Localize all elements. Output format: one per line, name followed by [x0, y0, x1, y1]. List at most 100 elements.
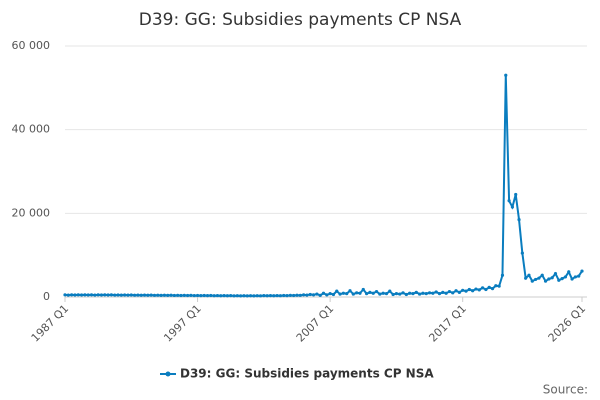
point: [580, 269, 584, 273]
point: [464, 289, 468, 293]
point: [577, 274, 581, 278]
point: [189, 293, 193, 298]
point: [374, 289, 379, 294]
point: [534, 277, 538, 282]
point: [510, 205, 515, 209]
point: [461, 288, 465, 292]
point: [199, 294, 203, 298]
point: [66, 293, 70, 297]
point: [93, 293, 97, 297]
point: [401, 291, 405, 295]
point: [248, 294, 253, 298]
y-tick-label: 60 000: [12, 39, 51, 52]
point: [212, 294, 216, 298]
point: [474, 287, 478, 291]
point: [103, 293, 107, 297]
point: [295, 293, 299, 297]
point: [381, 291, 385, 295]
point: [166, 293, 170, 298]
point: [394, 292, 399, 296]
point: [252, 294, 256, 298]
y-tick-label: 40 000: [12, 123, 51, 136]
point: [557, 278, 561, 282]
point: [325, 293, 329, 297]
point: [282, 293, 286, 298]
point: [318, 293, 322, 297]
point: [89, 293, 94, 297]
point: [321, 291, 326, 295]
point: [192, 293, 196, 298]
point: [152, 293, 157, 297]
point: [272, 294, 276, 298]
point: [186, 293, 190, 298]
point: [335, 289, 339, 293]
point: [136, 293, 140, 297]
point: [106, 293, 110, 297]
x-tick-label: 2017 Q1: [426, 302, 469, 345]
point: [146, 293, 150, 297]
point: [477, 288, 481, 292]
point: [302, 293, 306, 297]
legend-label: D39: GG: Subsidies payments CP NSA: [180, 367, 434, 381]
point: [169, 293, 173, 297]
point: [182, 293, 186, 297]
point: [517, 218, 521, 222]
legend-marker: [165, 371, 171, 377]
point: [341, 291, 345, 295]
point: [222, 294, 226, 298]
point: [504, 73, 508, 77]
point: [229, 294, 233, 298]
point: [404, 292, 408, 297]
point: [116, 293, 120, 297]
source: Source:: [543, 383, 588, 397]
point: [202, 293, 206, 298]
point: [361, 287, 365, 292]
point: [113, 293, 117, 297]
point: [172, 293, 176, 298]
point: [268, 294, 273, 298]
point: [76, 293, 80, 297]
point: [132, 293, 137, 297]
point: [550, 276, 554, 280]
point: [119, 293, 123, 297]
point: [225, 294, 229, 298]
point: [487, 285, 491, 289]
point: [292, 293, 296, 298]
point: [411, 292, 415, 296]
point: [514, 192, 518, 197]
point: [275, 293, 279, 298]
point: [351, 292, 355, 296]
point: [424, 292, 428, 296]
point: [79, 293, 84, 297]
point: [378, 292, 382, 296]
point: [288, 293, 292, 298]
y-tick-label: 20 000: [12, 206, 51, 219]
point: [484, 287, 488, 292]
point: [444, 291, 448, 295]
point: [209, 293, 213, 298]
point: [285, 294, 289, 298]
point: [391, 292, 395, 297]
point: [408, 291, 412, 295]
point: [384, 292, 389, 296]
point: [298, 293, 302, 297]
point: [398, 292, 402, 296]
point: [142, 293, 147, 297]
point: [371, 291, 375, 295]
point: [547, 277, 551, 281]
point: [70, 293, 74, 297]
point: [159, 293, 163, 297]
x-tick-label: 1997 Q1: [161, 302, 204, 345]
point: [471, 289, 475, 293]
point: [239, 294, 243, 298]
point: [331, 292, 336, 297]
point: [467, 287, 471, 292]
point: [311, 293, 316, 297]
point: [497, 284, 501, 288]
point: [176, 293, 180, 297]
point: [242, 294, 246, 298]
point: [368, 290, 372, 294]
point: [156, 293, 160, 297]
